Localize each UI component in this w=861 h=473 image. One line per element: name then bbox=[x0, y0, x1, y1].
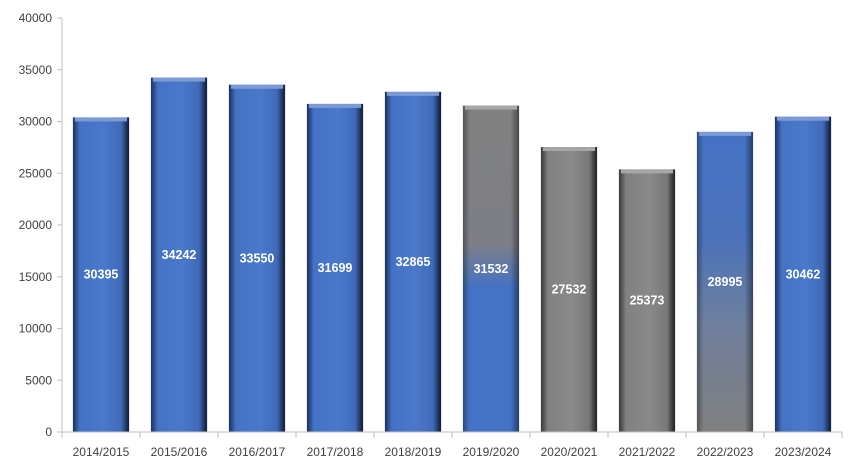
x-tick-label: 2017/2018 bbox=[307, 445, 364, 459]
bar-bevel bbox=[774, 116, 832, 433]
bar-data-label: 32865 bbox=[396, 255, 431, 269]
bar-group: 30395 bbox=[72, 117, 130, 433]
bar-bevel bbox=[384, 91, 442, 432]
bar-data-label: 30395 bbox=[84, 268, 119, 282]
y-tick-label: 35000 bbox=[19, 63, 53, 77]
bar-data-label: 27532 bbox=[552, 283, 587, 297]
bar-bevel bbox=[72, 117, 130, 433]
x-tick-label: 2018/2019 bbox=[385, 445, 442, 459]
x-tick-label: 2021/2022 bbox=[619, 445, 676, 459]
bar-group: 31699 bbox=[306, 103, 364, 433]
bar-data-label: 28995 bbox=[708, 275, 743, 289]
y-tick-label: 10000 bbox=[19, 322, 53, 336]
y-tick-label: 5000 bbox=[25, 373, 52, 387]
bar-bevel bbox=[540, 147, 598, 432]
bar-top-highlight bbox=[74, 117, 128, 122]
bar-top-highlight bbox=[308, 103, 362, 108]
x-tick-label: 2022/2023 bbox=[697, 445, 754, 459]
bar-group: 31532 bbox=[462, 105, 520, 432]
bar-top-highlight bbox=[620, 169, 674, 174]
bar-bevel bbox=[228, 84, 286, 432]
y-tick-label: 40000 bbox=[19, 11, 53, 25]
bar-data-label: 31699 bbox=[318, 261, 353, 275]
bar-group: 32865 bbox=[384, 91, 442, 432]
bar-bevel bbox=[618, 169, 676, 432]
bar-data-label: 30462 bbox=[786, 267, 821, 281]
bar-top-highlight bbox=[776, 116, 830, 121]
y-tick-label: 20000 bbox=[19, 218, 53, 232]
x-tick-label: 2014/2015 bbox=[73, 445, 130, 459]
y-tick-label: 0 bbox=[45, 425, 52, 439]
bars: 30395 34242 33550 31699 32865 31532 27532 25373… bbox=[72, 77, 832, 433]
x-tick-label: 2015/2016 bbox=[151, 445, 208, 459]
bar-group: 34242 bbox=[150, 77, 208, 432]
x-tick-label: 2019/2020 bbox=[463, 445, 520, 459]
bar-top-highlight bbox=[464, 105, 518, 110]
bar-group: 28995 bbox=[696, 131, 754, 433]
y-axis: 0 5000 10000 15000 20000 25000 30000 35000 40000 bbox=[19, 11, 63, 439]
x-tick-label: 2020/2021 bbox=[541, 445, 598, 459]
y-tick-label: 30000 bbox=[19, 115, 53, 129]
bar-data-label: 34242 bbox=[162, 248, 197, 262]
y-tick-label: 25000 bbox=[19, 166, 53, 180]
bar-bevel bbox=[462, 105, 520, 432]
bar-top-highlight bbox=[152, 77, 206, 82]
x-axis: 2014/2015 2015/2016 2016/2017 2017/2018 2018… bbox=[61, 431, 843, 459]
bar-data-label: 33550 bbox=[240, 251, 275, 265]
bar-group: 30462 bbox=[774, 116, 832, 433]
bar-bevel bbox=[150, 77, 208, 432]
bar-bevel bbox=[696, 131, 754, 433]
bar-group: 27532 bbox=[540, 147, 598, 432]
bar-top-highlight bbox=[386, 91, 440, 96]
bar-bevel bbox=[306, 103, 364, 433]
bar-group: 25373 bbox=[618, 169, 676, 432]
x-tick-label: 2023/2024 bbox=[775, 445, 832, 459]
bar-group: 33550 bbox=[228, 84, 286, 432]
x-tick-label: 2016/2017 bbox=[229, 445, 286, 459]
bar-data-label: 25373 bbox=[630, 294, 665, 308]
y-tick-label: 15000 bbox=[19, 270, 53, 284]
bar-data-label: 31532 bbox=[474, 262, 509, 276]
bar-top-highlight bbox=[230, 84, 284, 89]
bar-top-highlight bbox=[698, 131, 752, 136]
bar-top-highlight bbox=[542, 147, 596, 152]
